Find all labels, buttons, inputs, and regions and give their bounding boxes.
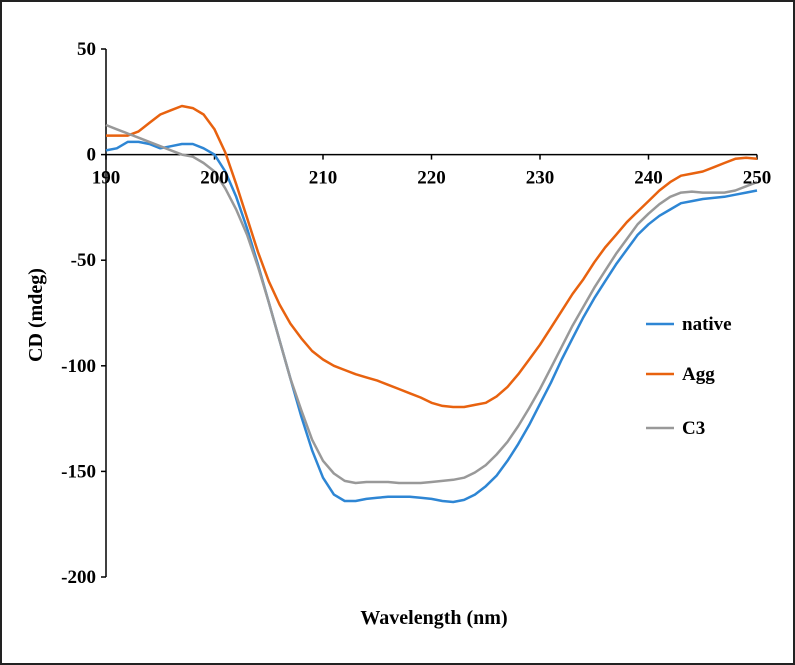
legend: native Agg C3 [646,314,732,439]
series-line-c3 [105,123,758,485]
y-tick-label: -100 [61,356,96,377]
x-tick-label: 230 [526,168,555,189]
x-tick-label: 200 [200,168,229,189]
series-lines [105,104,758,504]
tick-labels: 50 0 -50 -100 -150 -200 190 200 210 220 230 240 250 [61,39,771,588]
series-line-agg [106,104,758,409]
y-tick-label: -200 [61,567,96,588]
y-tick-label: -50 [71,250,96,271]
x-tick-label: 220 [417,168,446,189]
y-tick-label: -150 [61,461,96,482]
x-tick-label: 190 [92,168,121,189]
y-tick-label: 0 [87,145,97,166]
x-tick-label: 250 [743,168,772,189]
x-tick-label: 240 [634,168,663,189]
x-axis-label: Wavelength (nm) [360,607,507,629]
y-tick-label: 50 [77,39,96,60]
legend-label-agg: Agg [682,364,715,385]
legend-label-native: native [682,314,732,335]
legend-label-c3: C3 [682,418,705,439]
x-tick-label: 210 [309,168,338,189]
series-line-native [105,140,758,504]
y-axis-label: CD (mdeg) [25,268,47,362]
